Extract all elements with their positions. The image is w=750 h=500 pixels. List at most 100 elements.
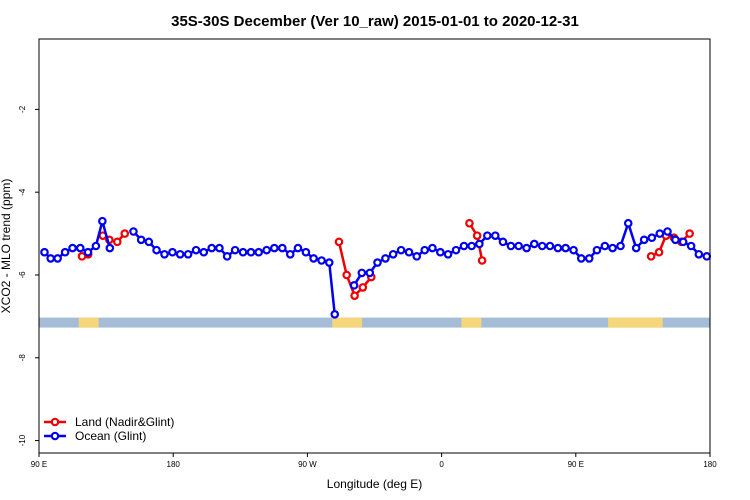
series-1-point (616, 241, 625, 251)
series-0-point (112, 237, 122, 247)
series-1 (40, 216, 712, 319)
series-1-point (396, 245, 406, 255)
series-1-point (522, 243, 531, 253)
series-1-point (317, 256, 326, 265)
series-1-point (671, 235, 680, 245)
series-1-point (277, 243, 287, 253)
series-1-point (270, 243, 279, 253)
chart-title: 35S-30S December (Ver 10_raw) 2015-01-01… (171, 13, 579, 30)
legend-label: Ocean (Glint) (75, 429, 146, 443)
series-1-point (349, 281, 359, 290)
y-tick-label: -4 (18, 188, 27, 196)
series-1-point (451, 245, 461, 255)
land-segment-1 (332, 317, 363, 328)
land-segment-2 (461, 317, 482, 328)
series-1-point (467, 241, 476, 251)
series-0-point (465, 218, 474, 228)
plot-frame (38, 38, 711, 454)
series-0-point (472, 231, 482, 240)
series-1-point (623, 218, 633, 228)
x-tick-label: 90 E (31, 460, 47, 469)
y-axis-label: XCO2 - MLO trend (ppm) (0, 179, 13, 314)
series-1-point (254, 247, 263, 257)
series-0-segment (337, 241, 348, 276)
series-1-point (365, 268, 375, 278)
series-1-point (686, 241, 696, 251)
series-1-segment (101, 220, 112, 249)
series-1-point (301, 247, 311, 257)
series-1-point (262, 245, 271, 255)
series-0-point (342, 270, 351, 280)
series-0-point (477, 256, 487, 265)
series-1-point (136, 235, 146, 245)
series-1-point (381, 254, 390, 263)
series-0-point (334, 237, 344, 247)
legend: Land (Nadir&Glint)Ocean (Glint) (44, 415, 174, 443)
legend-item-1: Ocean (Glint) (44, 429, 146, 443)
series-1-point (576, 254, 586, 263)
series-1-point (98, 216, 107, 226)
series-1-point (702, 252, 712, 261)
series-1-point (168, 247, 177, 257)
series-1-point (91, 241, 101, 251)
series-1-point (584, 254, 594, 263)
series-1-point (529, 239, 539, 249)
legend-marker (50, 417, 60, 427)
series-1-point (357, 268, 367, 278)
series-1-point (490, 231, 500, 240)
series-1-point (191, 245, 201, 255)
series-1-point (443, 249, 453, 259)
series-1-point (199, 247, 209, 257)
series-1-point (152, 245, 161, 255)
ocean-band (39, 317, 710, 328)
x-tick-label: 90 E (568, 460, 584, 469)
series-1-point (537, 241, 547, 251)
series-1-point (428, 243, 437, 253)
series-1-point (309, 254, 318, 263)
y-axis: -2 -4 -6 -8 -10 (18, 105, 39, 446)
series-1-point (222, 252, 232, 261)
land-segment-3 (608, 317, 663, 328)
legend-marker (50, 431, 60, 441)
series-0-point (350, 291, 359, 300)
series-1-point (75, 243, 85, 253)
series-1-point (545, 241, 555, 251)
series-1-point (553, 243, 563, 253)
series-1-point (388, 249, 398, 259)
series-1-point (40, 247, 49, 257)
series-1-point (293, 243, 303, 253)
series-1-point (436, 247, 445, 257)
series-1-point (68, 243, 77, 253)
series-1-point (647, 233, 657, 243)
series-1-point (183, 249, 193, 259)
series-1-point (207, 243, 217, 253)
series-1-point (129, 227, 138, 236)
y-tick-label: -2 (18, 105, 27, 113)
series-0-point (358, 283, 368, 292)
series-0-point (646, 252, 656, 261)
series-1-point (498, 237, 508, 247)
series-1-point (60, 247, 70, 257)
series-1-point (330, 310, 340, 319)
series-1-point (608, 243, 617, 253)
series-0-point (685, 229, 694, 238)
land-ocean-band (39, 317, 710, 328)
series-0-point (120, 229, 130, 238)
series-1-point (631, 243, 641, 253)
x-axis: 90 E 180 90 W 0 90 E 180 (31, 453, 717, 469)
series-1-point (105, 243, 115, 253)
x-tick-label: 180 (703, 460, 717, 469)
legend-item-0: Land (Nadir&Glint) (44, 415, 174, 429)
x-tick-label: 90 W (298, 460, 317, 469)
series-1-point (678, 237, 688, 247)
series-1-point (663, 227, 672, 236)
series-1-point (285, 249, 295, 259)
series-1-point (230, 245, 240, 255)
series-1-point (459, 241, 469, 251)
series-1-point (83, 247, 93, 257)
series-1-point (144, 237, 154, 247)
x-axis-label: Longitude (deg E) (327, 477, 422, 491)
series-layer (40, 216, 712, 319)
series-1-point (324, 258, 334, 267)
